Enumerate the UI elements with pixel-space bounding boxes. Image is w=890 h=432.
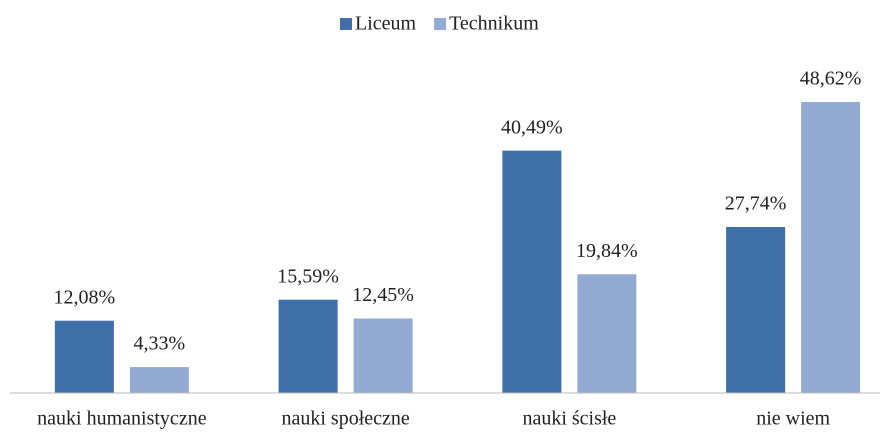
data-label: 12,45% <box>352 284 414 306</box>
data-label: 48,62% <box>800 68 862 90</box>
legend-swatch <box>340 18 352 30</box>
bar <box>726 226 786 393</box>
data-label: 40,49% <box>501 116 563 138</box>
bar <box>278 299 338 393</box>
data-label: 19,84% <box>576 240 638 262</box>
bar <box>502 150 562 393</box>
bar <box>801 102 861 393</box>
bar <box>577 274 637 393</box>
data-label: 4,33% <box>134 333 186 355</box>
bar <box>54 320 114 393</box>
data-label: 15,59% <box>277 265 339 287</box>
legend-swatch <box>434 18 447 30</box>
data-label: 27,74% <box>725 193 787 215</box>
data-label: 12,08% <box>54 286 116 308</box>
bar <box>353 318 413 393</box>
legend-label: Liceum <box>355 13 417 35</box>
x-tick-label: nie wiem <box>756 408 830 430</box>
legend-label: Technikum <box>449 13 539 35</box>
x-tick-label: nauki humanistyczne <box>37 408 207 430</box>
bar <box>129 367 189 393</box>
x-tick-label: nauki społeczne <box>281 408 409 430</box>
x-tick-label: nauki ścisłe <box>522 408 616 430</box>
